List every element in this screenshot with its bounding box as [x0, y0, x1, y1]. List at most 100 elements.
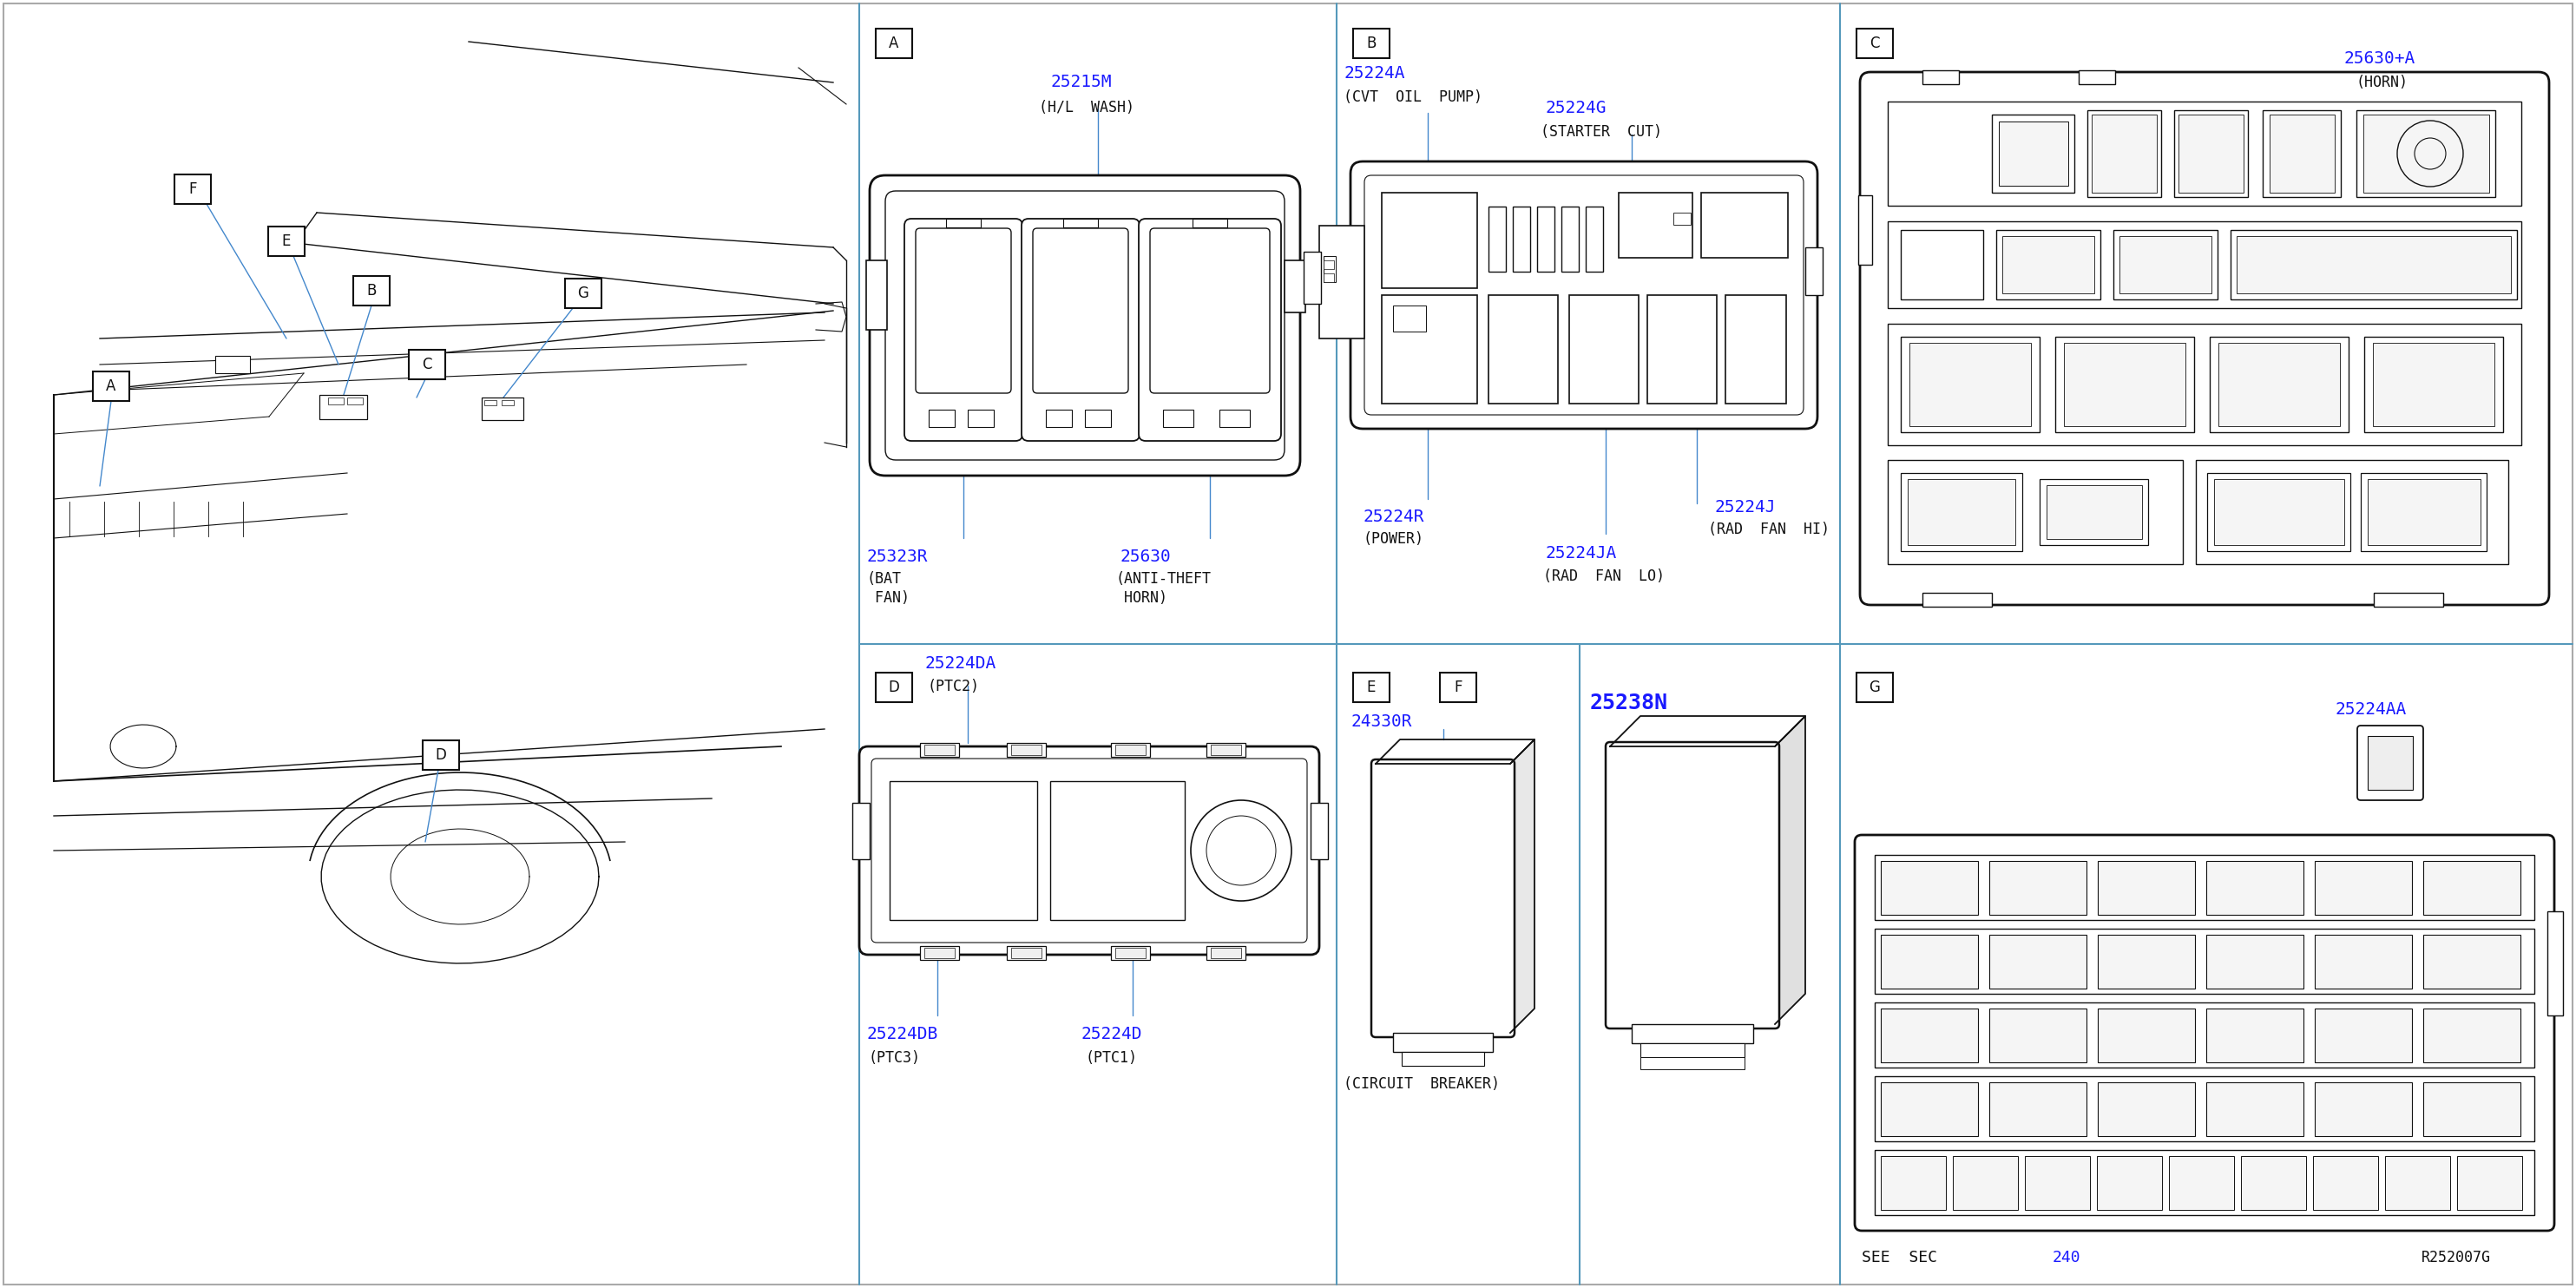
FancyBboxPatch shape [1855, 835, 2555, 1231]
Text: 25630+A: 25630+A [2344, 50, 2414, 67]
Text: (ANTI-THEFT: (ANTI-THEFT [1115, 571, 1211, 587]
Bar [1051, 781, 1185, 920]
Bar [2205, 1009, 2303, 1063]
Bar [920, 743, 958, 757]
Text: 25224A: 25224A [1345, 66, 1404, 81]
Bar [502, 401, 513, 406]
Bar [2241, 1157, 2306, 1209]
FancyBboxPatch shape [871, 175, 1301, 475]
Bar [2269, 115, 2334, 193]
Bar [2362, 115, 2488, 193]
Bar [2365, 336, 2504, 433]
Bar [2063, 343, 2184, 426]
Bar [327, 398, 343, 404]
Bar [1880, 860, 1978, 914]
Bar [2424, 935, 2519, 989]
Bar [2458, 1157, 2522, 1209]
Bar [1440, 672, 1476, 702]
Bar [1012, 744, 1041, 755]
Bar [2424, 860, 2519, 914]
Bar [353, 276, 389, 305]
Text: (RAD  FAN  LO): (RAD FAN LO) [1543, 568, 1664, 585]
Text: (PTC3): (PTC3) [868, 1050, 920, 1065]
Bar [1875, 1002, 2535, 1068]
Bar [268, 227, 304, 256]
Bar [2313, 1157, 2378, 1209]
Bar [1211, 744, 1242, 755]
Bar [1218, 410, 1249, 428]
Bar [1561, 206, 1579, 272]
Bar [2316, 860, 2411, 914]
Text: D: D [435, 747, 446, 762]
Text: (POWER): (POWER) [1363, 531, 1425, 547]
Bar [1726, 295, 1785, 403]
Bar [564, 278, 600, 308]
Bar [1901, 473, 2022, 551]
Bar [2056, 336, 2195, 433]
Bar [1303, 251, 1321, 304]
Bar [484, 401, 497, 406]
Bar [1646, 295, 1716, 403]
Bar [1909, 343, 2030, 426]
Text: 25224J: 25224J [1713, 498, 1775, 515]
FancyBboxPatch shape [1023, 219, 1139, 440]
Bar [2097, 860, 2195, 914]
Bar [1875, 1150, 2535, 1215]
Text: 25238N: 25238N [1589, 693, 1669, 714]
Bar [2025, 1157, 2089, 1209]
Bar [2087, 111, 2161, 197]
Bar [1381, 295, 1476, 403]
Bar [1901, 231, 1984, 299]
Text: (RAD  FAN  HI): (RAD FAN HI) [1708, 522, 1829, 537]
Bar [2120, 236, 2210, 294]
Bar [1888, 102, 2522, 206]
Bar [1991, 115, 2074, 193]
FancyBboxPatch shape [1605, 742, 1780, 1029]
Bar [889, 781, 1038, 920]
Bar [1996, 231, 2099, 299]
Bar [1381, 193, 1476, 289]
Text: FAN): FAN) [866, 590, 909, 605]
Bar [1989, 935, 2087, 989]
Bar [2097, 935, 2195, 989]
Text: 25224DA: 25224DA [925, 656, 997, 672]
Bar [2262, 111, 2342, 197]
Bar [1922, 592, 1991, 607]
Bar [1110, 947, 1149, 960]
Bar [216, 355, 250, 374]
Polygon shape [1510, 739, 1535, 1033]
Bar [1324, 260, 1334, 269]
Bar [1989, 1082, 2087, 1136]
Text: 25630: 25630 [1121, 549, 1170, 565]
Bar [2316, 1082, 2411, 1136]
Bar [2360, 473, 2486, 551]
Bar [2215, 479, 2344, 545]
Bar [1538, 206, 1553, 272]
Bar [1352, 672, 1388, 702]
Bar [1888, 460, 2182, 564]
Bar [930, 410, 956, 428]
Bar [1352, 28, 1388, 58]
Bar [1512, 206, 1530, 272]
Bar [1311, 802, 1327, 859]
Bar [2372, 592, 2442, 607]
Text: 25224R: 25224R [1363, 509, 1425, 526]
Bar [1875, 929, 2535, 994]
Bar [2424, 1009, 2519, 1063]
Bar [1110, 743, 1149, 757]
Bar [2424, 1082, 2519, 1136]
Bar [2218, 343, 2339, 426]
Bar [1888, 222, 2522, 308]
Bar [1999, 121, 2069, 185]
Bar [1115, 744, 1146, 755]
Bar [1806, 247, 1824, 295]
Bar [2097, 1082, 2195, 1136]
Text: (PTC2): (PTC2) [927, 679, 979, 694]
Text: E: E [281, 233, 291, 249]
Text: (CIRCUIT  BREAKER): (CIRCUIT BREAKER) [1345, 1077, 1499, 1092]
FancyBboxPatch shape [904, 219, 1023, 440]
FancyBboxPatch shape [1365, 175, 1803, 415]
Bar [1857, 672, 1893, 702]
Bar [2092, 115, 2156, 193]
Bar [2205, 1082, 2303, 1136]
